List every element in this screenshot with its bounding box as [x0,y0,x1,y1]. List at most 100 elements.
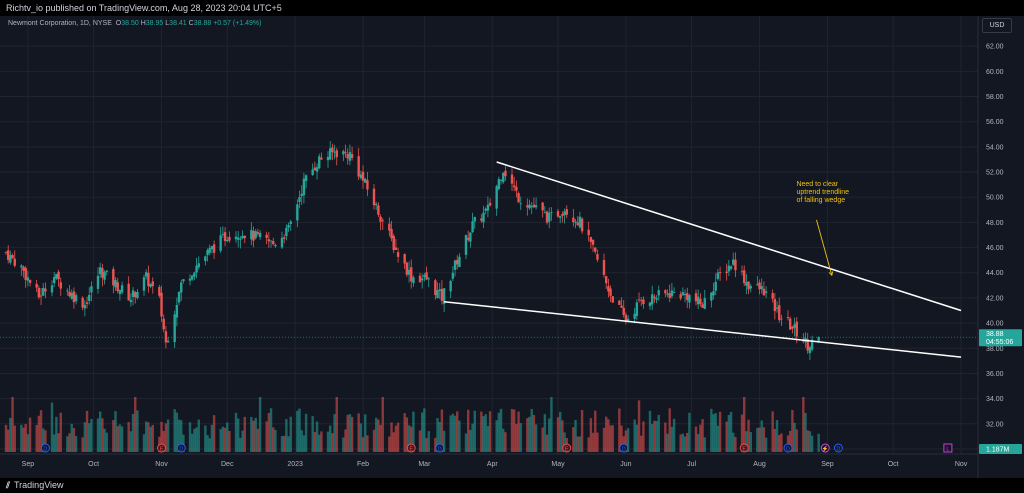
event-marker-l-icon[interactable] [943,443,953,453]
candle-body [210,246,214,250]
volume-bar [116,426,119,452]
volume-bar [272,427,275,452]
volume-bar [412,411,415,452]
y-tick-label: 40.00 [986,321,1004,328]
candle-body [442,288,446,304]
volume-bar [405,417,409,452]
volume-bar [287,436,290,452]
candle-body [412,277,415,284]
candle-body [758,282,761,290]
earnings-marker-icon[interactable] [739,443,749,453]
candle-body [434,280,437,296]
volume-bar [239,437,242,452]
volume-bar [136,410,139,452]
candle-body [611,296,614,303]
volume-bar [118,424,122,452]
candle-body [177,291,181,303]
candle-body [670,290,674,297]
trendline-lower[interactable] [444,300,962,358]
candle-body [589,237,593,242]
candle-body [381,220,384,222]
candle-body [298,197,301,203]
price-chart[interactable]: 30.0032.0034.0036.0038.0040.0042.0044.00… [0,16,1024,478]
volume-bar [83,422,87,452]
candle-body [318,156,321,169]
volume-bar [710,408,713,452]
volume-badge [979,444,1022,454]
candle-body [563,211,566,216]
annotation-text: uptrend trendline [796,189,849,196]
volume-bar [802,397,805,452]
volume-bar [464,433,468,452]
open-value: 38.50 [121,20,139,27]
candle-body [346,154,349,159]
earnings-marker-icon[interactable] [157,443,166,453]
volume-bar [469,429,472,452]
chart-area[interactable]: 30.0032.0034.0036.0038.0040.0042.0044.00… [0,16,1024,478]
candle-body [594,247,597,252]
candle-body [778,305,781,321]
candle-body [241,235,244,239]
split-marker-icon[interactable] [820,443,830,453]
candle-body [440,288,444,301]
earnings-marker-icon[interactable] [406,443,416,453]
currency-button[interactable]: USD [982,18,1012,33]
candle-body [504,170,507,177]
candle-body [127,283,130,301]
candle-body [780,318,783,320]
high-label: H [140,20,146,27]
event-marker-letter: D [438,446,442,452]
event-marker-letter: E [160,446,164,452]
volume-bar [574,419,577,452]
volume-bar [188,422,192,452]
candle-body [158,287,161,296]
dividend-marker-icon[interactable] [833,443,843,453]
candle-body [350,154,354,158]
candle-body [219,235,222,251]
volume-bar [497,412,501,452]
volume-bar [596,432,599,452]
volume-bar [241,430,244,452]
y-tick-label: 58.00 [986,94,1004,101]
candle-body [282,237,286,239]
dividend-marker-icon[interactable] [783,443,793,453]
volume-bar [120,426,124,452]
candle-body [129,299,133,303]
candle-body [747,281,750,290]
candle-body [664,290,667,294]
candle-body [526,205,529,208]
candle-body [120,285,124,293]
candle-body [315,167,319,172]
candle-body [188,278,192,281]
candle-body [9,255,12,263]
candle-body [532,204,536,208]
volume-bar [526,418,529,452]
volume-bar [502,428,505,452]
volume-bar [650,424,654,452]
candle-body [344,152,347,154]
volume-bar [103,428,106,452]
candle-body [85,302,89,304]
candle-body [103,272,106,280]
volume-bar [296,410,299,452]
volume-bar [480,411,483,452]
volume-bar [42,428,45,452]
volume-bar [758,427,761,452]
dividend-marker-icon[interactable] [619,443,629,453]
candle-body [762,288,766,296]
volume-bar [282,435,286,452]
trendline-upper[interactable] [496,161,962,312]
dividend-marker-icon[interactable] [176,443,186,453]
event-marker-letter: L [946,446,949,452]
dividend-marker-icon[interactable] [40,443,50,453]
candle-body [96,275,100,289]
earnings-marker-icon[interactable] [562,443,572,453]
dividend-marker-icon[interactable] [435,443,445,453]
candle-body [806,339,809,351]
candle-body [786,317,790,319]
candle-body [98,267,102,275]
candle-body [512,185,516,188]
candle-body [11,255,14,259]
volume-bar [289,416,292,452]
candle-body [666,293,669,295]
